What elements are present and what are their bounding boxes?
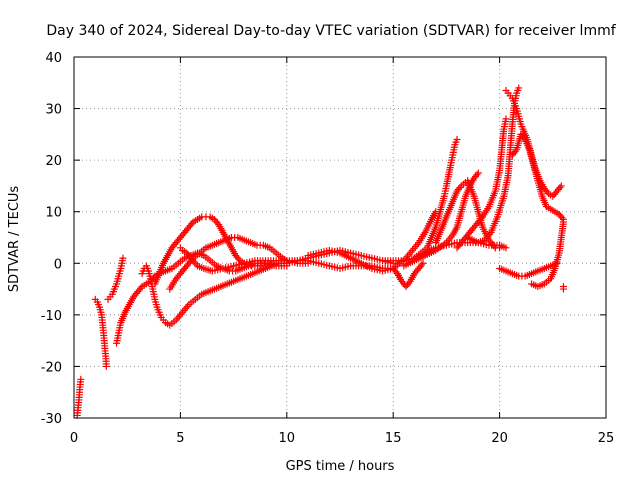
data-point: [77, 375, 85, 383]
x-tick-label: 5: [176, 431, 184, 446]
series-arc-n: [432, 177, 504, 252]
series-layer: [73, 84, 567, 419]
plot-border: [73, 56, 607, 419]
series-arc-c: [104, 254, 127, 303]
y-axis-label: SDTVAR / TECUs: [7, 186, 22, 293]
y-tick-label: 20: [45, 154, 62, 169]
series-arc-u: [559, 282, 567, 293]
data-point: [188, 220, 196, 228]
series-arc-g: [166, 234, 312, 293]
data-point: [473, 171, 481, 179]
x-tick-label: 20: [491, 431, 508, 446]
data-point: [557, 182, 565, 190]
data-point: [558, 214, 566, 222]
series-arc-t: [528, 218, 567, 290]
y-tick-label: -20: [41, 360, 62, 375]
x-tick-label: 0: [70, 431, 78, 446]
data-point: [543, 188, 551, 196]
data-point: [186, 252, 194, 260]
x-tick-label: 10: [279, 431, 296, 446]
data-point: [477, 215, 485, 223]
data-point: [496, 244, 504, 252]
data-point: [556, 184, 564, 192]
series-arc-p: [464, 84, 523, 247]
data-point: [453, 136, 461, 144]
x-axis-label: GPS time / hours: [286, 459, 395, 474]
data-point: [213, 219, 221, 227]
data-point: [511, 148, 519, 156]
x-tick-label: 25: [598, 431, 615, 446]
data-point: [474, 169, 482, 177]
series-arc-a: [73, 375, 85, 419]
y-tick-label: 0: [54, 257, 62, 272]
data-point: [502, 244, 510, 252]
data-point: [119, 254, 127, 262]
tick-layer: 0 5 10 15 20 25 -30 -20 -10 0 10 20 30 40: [41, 51, 615, 446]
y-tick-label: -30: [41, 412, 62, 427]
y-tick-label: 30: [45, 103, 62, 118]
series-arc-b: [91, 295, 110, 370]
data-point: [137, 284, 145, 292]
series-arc-s: [496, 259, 561, 280]
data-point: [559, 218, 567, 226]
data-point: [419, 259, 427, 267]
data-point: [102, 362, 110, 370]
series-arc-o: [453, 115, 510, 252]
data-point: [456, 184, 464, 192]
chart-title: Day 340 of 2024, Sidereal Day-to-day VTE…: [46, 23, 616, 39]
y-tick-label: 10: [45, 206, 62, 221]
y-tick-label: 40: [45, 51, 62, 66]
series-arc-r: [508, 130, 567, 223]
series-arc-e: [138, 259, 291, 329]
data-point: [405, 279, 413, 287]
series-arc-f: [151, 213, 280, 288]
data-point: [520, 134, 528, 142]
data-point: [515, 84, 523, 92]
axis-layer: [73, 56, 607, 419]
y-tick-label: -10: [41, 309, 62, 324]
x-tick-label: 15: [385, 431, 402, 446]
data-point: [502, 115, 510, 123]
data-point: [418, 261, 426, 269]
data-point: [559, 285, 567, 293]
